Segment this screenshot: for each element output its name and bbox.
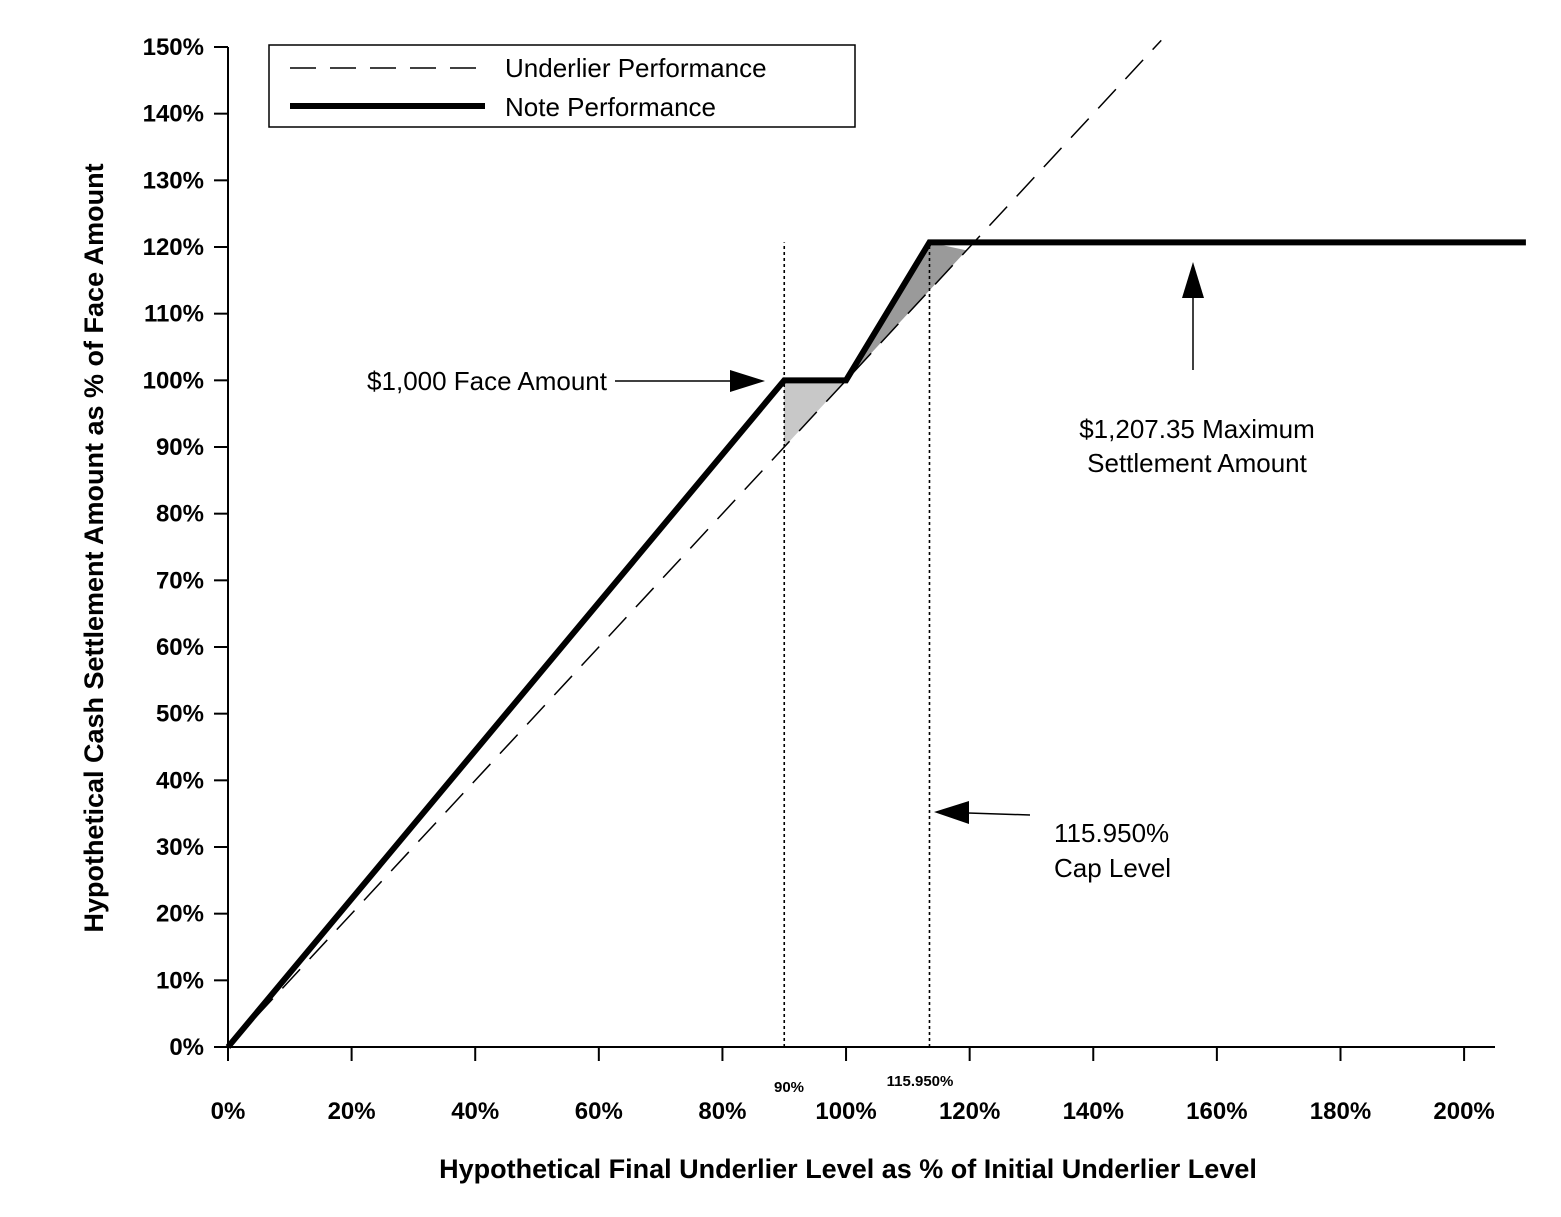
y-tick-label: 100% (143, 367, 204, 394)
marker-label-90: 90% (774, 1079, 804, 1096)
shaded-region-2 (846, 242, 967, 381)
y-tick-label: 150% (143, 34, 204, 61)
y-tick-label: 140% (143, 101, 204, 128)
max-settlement-arrowhead (1182, 262, 1204, 298)
y-tick-label: 90% (156, 434, 204, 461)
y-tick-label: 80% (156, 501, 204, 528)
shaded-regions (784, 242, 967, 447)
x-tick-label: 80% (698, 1098, 746, 1125)
x-tick-label: 20% (328, 1098, 376, 1125)
cap-level-arrowhead (934, 801, 969, 824)
x-tick-label: 120% (939, 1098, 1000, 1125)
reference-lines (783, 242, 931, 1047)
legend-label-underlier: Underlier Performance (505, 53, 767, 83)
max-settlement-label-line2: Settlement Amount (1087, 448, 1307, 478)
x-tick-label: 0% (211, 1098, 246, 1125)
y-tick-label: 120% (143, 234, 204, 261)
x-tick-label: 100% (815, 1098, 876, 1125)
y-tick-label: 40% (156, 767, 204, 794)
y-tick-label: 30% (156, 834, 204, 861)
x-axis-title: Hypothetical Final Underlier Level as % … (439, 1154, 1257, 1184)
axes (227, 47, 1495, 1048)
annotations: $1,000 Face Amount $1,207.35 Maximum Set… (367, 262, 1315, 883)
y-tick-label: 20% (156, 901, 204, 928)
max-settlement-label-line1: $1,207.35 Maximum (1079, 414, 1315, 444)
y-tick-label: 60% (156, 634, 204, 661)
legend-label-note: Note Performance (505, 92, 716, 122)
marker-label-cap: 115.950% (887, 1073, 954, 1090)
y-tick-label: 0% (169, 1034, 204, 1061)
legend-box (268, 44, 856, 128)
cap-level-label-line1: 115.950% (1054, 818, 1169, 848)
y-tick-label: 50% (156, 701, 204, 728)
x-tick-label: 160% (1186, 1098, 1247, 1125)
x-ticks: 0% 20% 40% 60% 80% 100% 120% 140% 160% 180% 200% (211, 1047, 1495, 1125)
cap-level-arrow (967, 812, 1031, 816)
y-tick-label: 130% (143, 167, 204, 194)
y-tick-label: 10% (156, 967, 204, 994)
y-axis-title: Hypothetical Cash Settlement Amount as %… (79, 163, 109, 932)
x-tick-label: 40% (451, 1098, 499, 1125)
y-tick-label: 110% (144, 301, 204, 328)
series-line-note-performance (225, 239, 1526, 1049)
x-tick-label: 60% (575, 1098, 623, 1125)
face-amount-arrowhead (730, 370, 765, 392)
cap-level-label-line2: Cap Level (1054, 853, 1171, 883)
series-line-underlier-performance (227, 39, 1162, 1048)
face-amount-label: $1,000 Face Amount (367, 366, 608, 396)
legend: Underlier Performance Note Performance (268, 44, 856, 128)
y-tick-label: 70% (156, 567, 204, 594)
series-lines (225, 39, 1526, 1049)
y-ticks: 0% 10% 20% 30% 40% 50% 60% 70% 80% 90% 100% 110% 120… (143, 34, 228, 1061)
x-tick-label: 200% (1433, 1098, 1494, 1125)
x-tick-label: 180% (1310, 1098, 1371, 1125)
x-tick-label: 140% (1063, 1098, 1124, 1125)
